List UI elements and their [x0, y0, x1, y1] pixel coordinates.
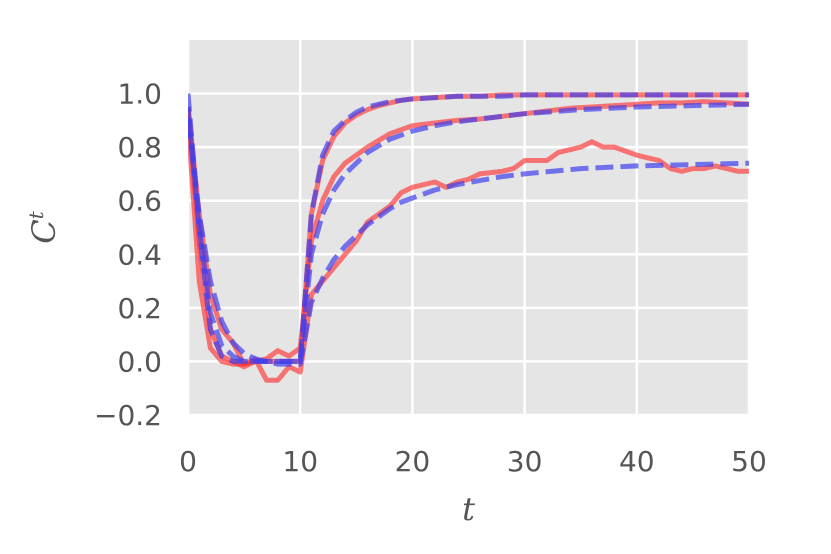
- y-axis-label-base: C: [25, 219, 63, 243]
- y-tick-labels: −0.2 0.0 0.2 0.4 0.6 0.8 1.0: [94, 78, 162, 432]
- fit-curve-6: [188, 120, 749, 367]
- x-tick-label: 0: [179, 445, 197, 478]
- series-group: [188, 92, 749, 383]
- y-axis-label: Ct: [24, 210, 63, 243]
- x-tick-label: 40: [619, 445, 655, 478]
- x-tick-label: 10: [282, 445, 318, 478]
- y-tick-label: 0.6: [117, 185, 162, 218]
- y-tick-label: 0.0: [117, 345, 162, 378]
- fit-curve-5: [188, 101, 749, 364]
- x-tick-label: 30: [507, 445, 543, 478]
- x-tick-label: 50: [731, 445, 767, 478]
- y-tick-label: 0.4: [117, 238, 162, 271]
- x-axis-label: t: [462, 490, 475, 528]
- y-tick-label: −0.2: [94, 399, 162, 432]
- y-tick-label: 0.2: [117, 292, 162, 325]
- series-layer: [188, 92, 749, 383]
- y-axis-label-superscript: t: [24, 210, 48, 219]
- x-tick-label: 20: [395, 445, 431, 478]
- x-tick-labels: 0 10 20 30 40 50: [179, 445, 767, 478]
- y-tick-label: 0.8: [117, 131, 162, 164]
- y-tick-label: 1.0: [117, 78, 162, 111]
